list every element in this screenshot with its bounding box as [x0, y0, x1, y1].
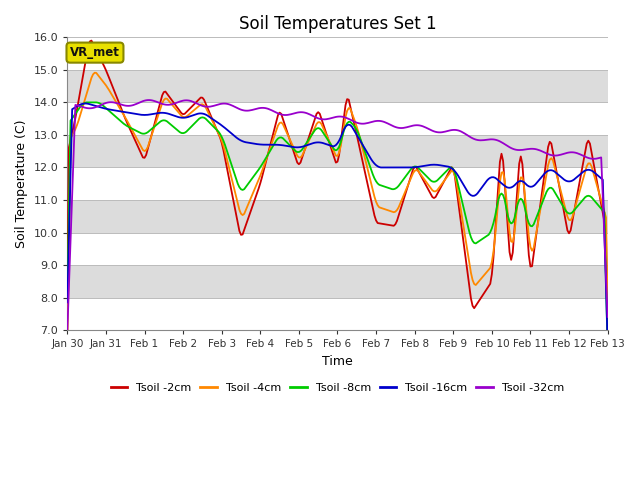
Tsoil -8cm — [363, 153, 371, 159]
Tsoil -16cm — [488, 174, 496, 180]
Tsoil -32cm — [604, 314, 611, 320]
Tsoil -2cm — [75, 98, 83, 104]
Tsoil -16cm — [495, 178, 502, 183]
Line: Tsoil -32cm: Tsoil -32cm — [67, 100, 607, 331]
Bar — [67, 70, 607, 102]
Tsoil -32cm — [495, 138, 502, 144]
Tsoil -8cm — [232, 176, 240, 182]
Tsoil -4cm — [495, 198, 502, 204]
Tsoil -2cm — [477, 296, 484, 301]
Line: Tsoil -8cm: Tsoil -8cm — [67, 102, 607, 352]
Tsoil -16cm — [604, 340, 611, 346]
Tsoil -4cm — [604, 302, 611, 308]
Line: Tsoil -2cm: Tsoil -2cm — [67, 41, 607, 342]
Tsoil -32cm — [363, 120, 371, 126]
Tsoil -16cm — [477, 186, 484, 192]
Tsoil -8cm — [495, 197, 502, 203]
Tsoil -4cm — [477, 276, 484, 282]
Tsoil -16cm — [63, 300, 71, 305]
Tsoil -2cm — [363, 176, 371, 182]
Bar — [67, 200, 607, 232]
Bar — [67, 135, 607, 168]
Tsoil -16cm — [232, 134, 240, 140]
Tsoil -32cm — [488, 136, 496, 142]
Tsoil -32cm — [477, 137, 484, 143]
Tsoil -32cm — [145, 97, 153, 103]
Tsoil -4cm — [75, 118, 83, 123]
Tsoil -16cm — [75, 102, 83, 108]
Line: Tsoil -16cm: Tsoil -16cm — [67, 104, 607, 343]
Tsoil -16cm — [81, 101, 89, 107]
Tsoil -2cm — [488, 271, 496, 277]
Tsoil -2cm — [495, 183, 502, 189]
Tsoil -8cm — [604, 349, 611, 355]
Tsoil -8cm — [63, 294, 71, 300]
Tsoil -32cm — [232, 105, 240, 110]
Legend: Tsoil -2cm, Tsoil -4cm, Tsoil -8cm, Tsoil -16cm, Tsoil -32cm: Tsoil -2cm, Tsoil -4cm, Tsoil -8cm, Tsoi… — [106, 379, 569, 398]
Tsoil -4cm — [488, 259, 496, 265]
Tsoil -2cm — [88, 38, 95, 44]
Line: Tsoil -4cm: Tsoil -4cm — [67, 73, 607, 349]
Tsoil -2cm — [63, 284, 71, 289]
Tsoil -32cm — [63, 328, 71, 334]
Bar — [67, 265, 607, 298]
Tsoil -8cm — [75, 107, 83, 112]
Tsoil -32cm — [75, 103, 83, 108]
Tsoil -8cm — [488, 226, 496, 231]
Tsoil -8cm — [477, 237, 484, 243]
Tsoil -4cm — [63, 346, 71, 352]
Tsoil -4cm — [363, 161, 371, 167]
Tsoil -8cm — [83, 99, 90, 105]
Tsoil -4cm — [232, 194, 240, 200]
Y-axis label: Soil Temperature (C): Soil Temperature (C) — [15, 120, 28, 248]
Tsoil -2cm — [604, 339, 611, 345]
X-axis label: Time: Time — [322, 355, 353, 368]
Title: Soil Temperatures Set 1: Soil Temperatures Set 1 — [239, 15, 436, 33]
Text: VR_met: VR_met — [70, 46, 120, 59]
Tsoil -4cm — [91, 70, 99, 76]
Tsoil -16cm — [363, 148, 371, 154]
Tsoil -2cm — [232, 212, 240, 217]
